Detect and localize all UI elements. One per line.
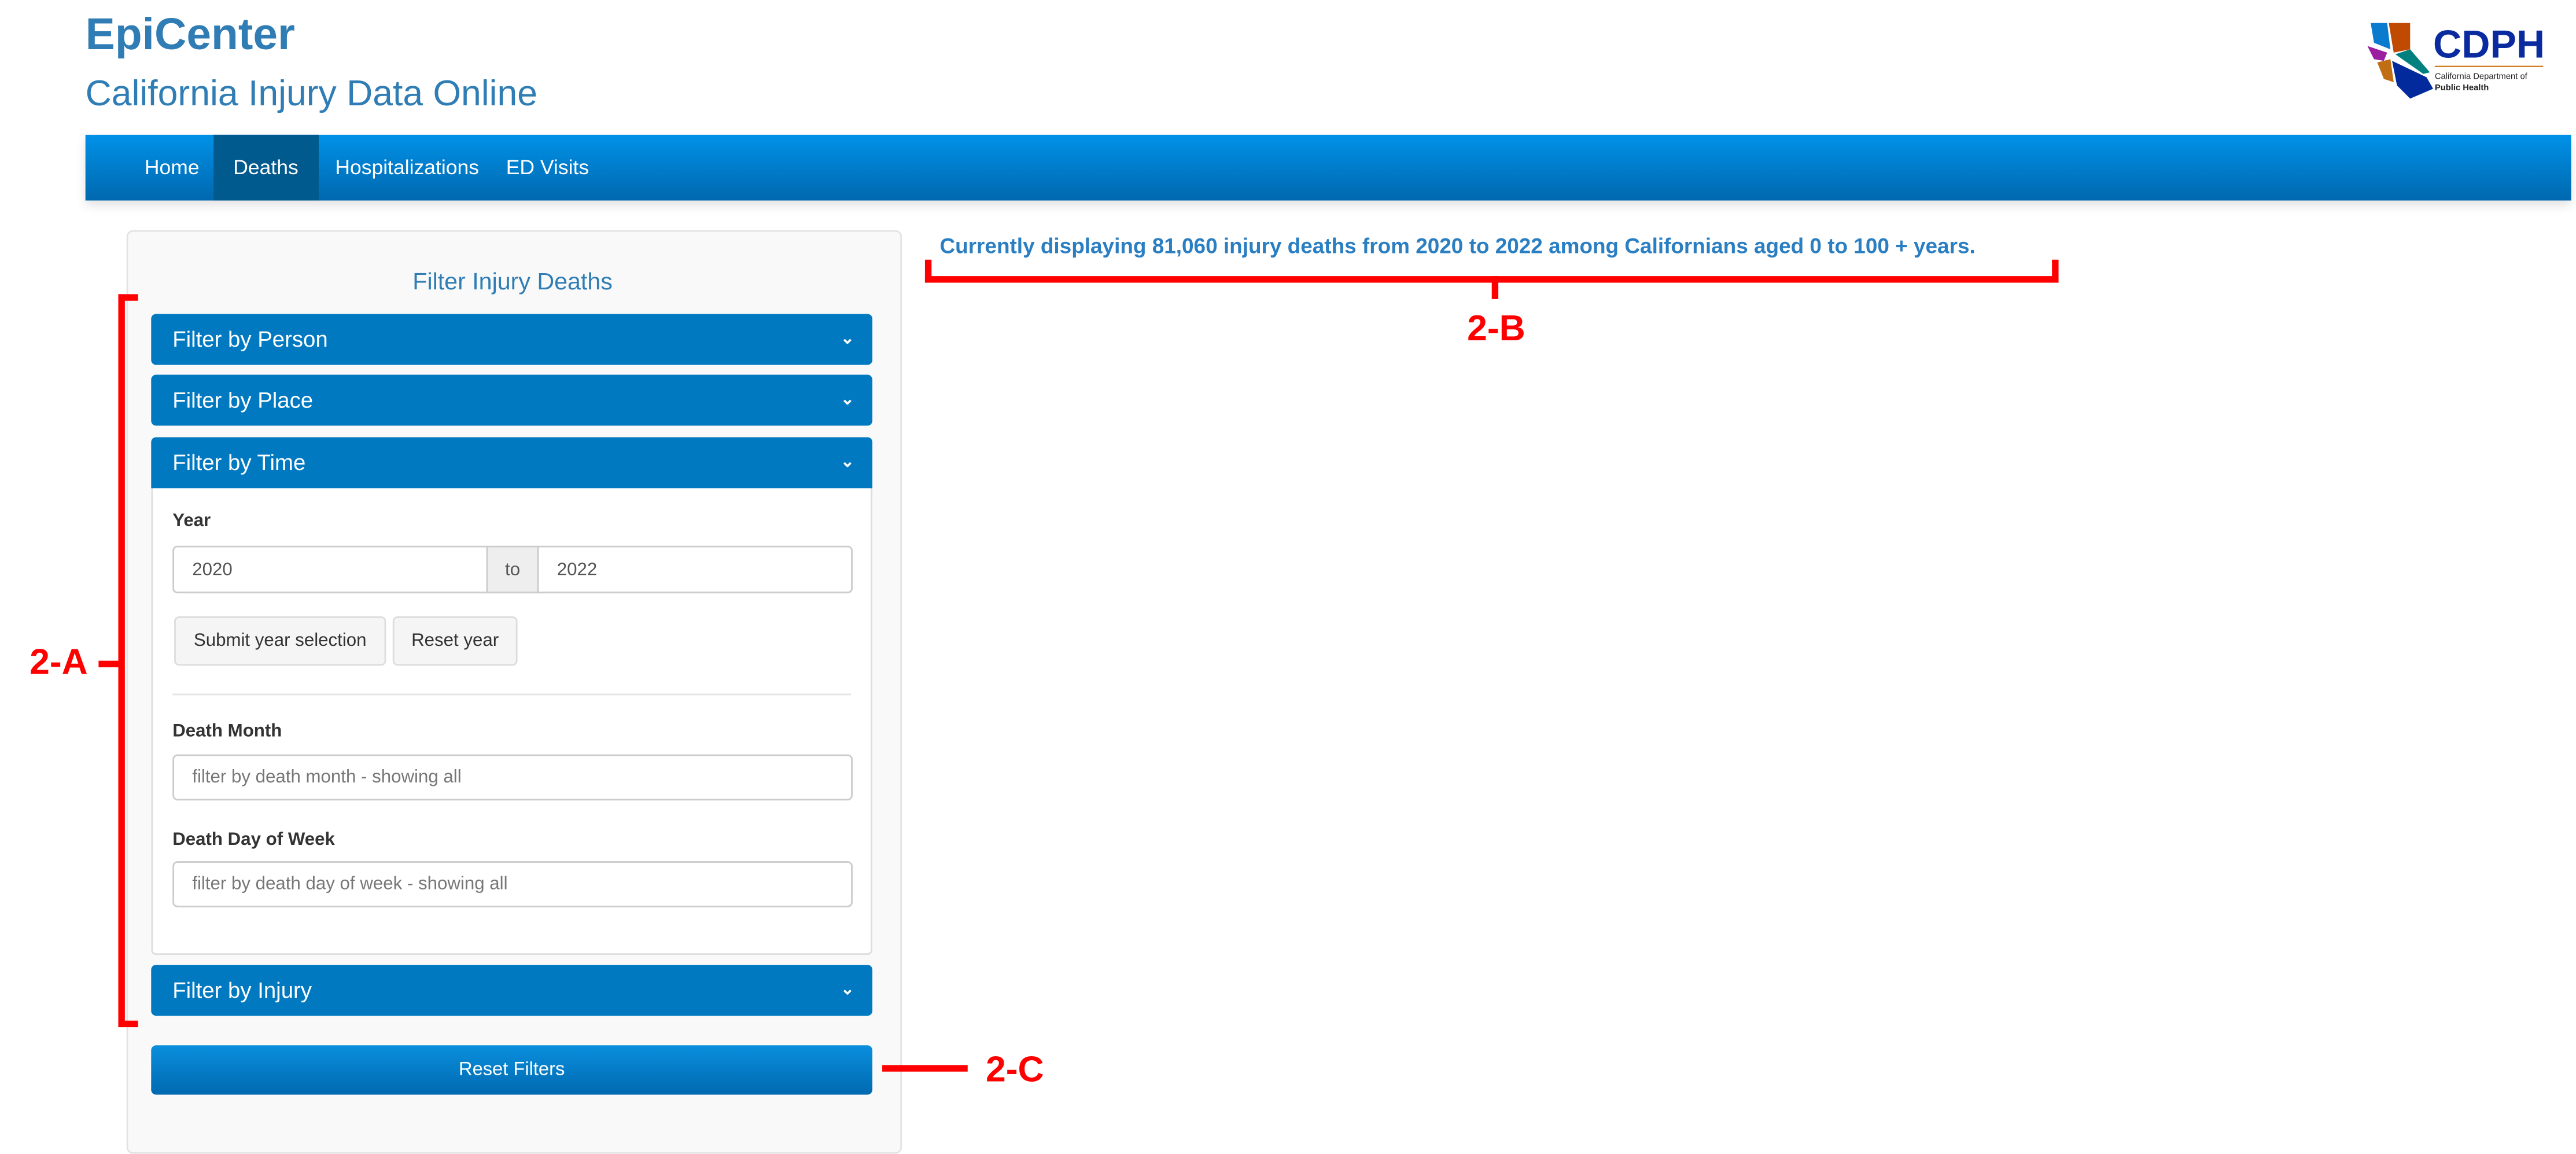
death-day-of-week-label: Death Day of Week <box>172 830 335 850</box>
chevron-down-icon: ⌄ <box>840 981 854 999</box>
reset-filters-button[interactable]: Reset Filters <box>151 1045 873 1095</box>
nav-home[interactable]: Home <box>144 156 200 179</box>
filter-by-injury-toggle[interactable]: Filter by Injury ⌄ <box>151 965 873 1016</box>
filter-by-place-toggle[interactable]: Filter by Place ⌄ <box>151 374 873 426</box>
year-range-to-addon: to <box>486 545 539 594</box>
app-subtitle: California Injury Data Online <box>85 72 538 113</box>
year-from-input[interactable]: 2020 <box>172 545 488 594</box>
annotation-line-2c <box>882 1065 968 1072</box>
nav-hospitalizations[interactable]: Hospitalizations <box>335 156 479 179</box>
divider <box>172 693 852 696</box>
filter-panel-title: Filter Injury Deaths <box>412 269 613 296</box>
chevron-down-icon: ⌄ <box>840 391 854 410</box>
annotation-label-2a: 2-A <box>30 641 88 682</box>
death-month-label: Death Month <box>172 721 282 741</box>
annotation-label-2c: 2-C <box>986 1048 1044 1090</box>
status-text: Currently displaying 81,060 injury death… <box>939 233 1976 258</box>
main-navbar: Home Deaths Hospitalizations ED Visits <box>85 134 2571 201</box>
app-title: EpiCenter <box>85 10 295 60</box>
nav-deaths[interactable]: Deaths <box>213 134 318 201</box>
cdph-logo: CDPH California Department of Public Hea… <box>2361 16 2545 102</box>
year-to-input[interactable]: 2022 <box>537 545 853 594</box>
reset-year-button[interactable]: Reset year <box>392 616 518 666</box>
filter-by-person-toggle[interactable]: Filter by Person ⌄ <box>151 314 873 365</box>
submit-year-button[interactable]: Submit year selection <box>174 616 386 666</box>
svg-text:CDPH: CDPH <box>2433 22 2545 66</box>
chevron-down-icon: ⌄ <box>840 453 854 472</box>
death-day-of-week-input[interactable]: filter by death day of week - showing al… <box>172 861 853 907</box>
section-label: Filter by Injury <box>172 977 312 1003</box>
section-label: Filter by Time <box>172 450 306 475</box>
section-label: Filter by Place <box>172 388 314 413</box>
section-label: Filter by Person <box>172 327 328 352</box>
nav-ed-visits[interactable]: ED Visits <box>506 156 589 179</box>
filter-by-time-toggle[interactable]: Filter by Time ⌄ <box>151 437 873 488</box>
svg-text:Public Health: Public Health <box>2435 83 2489 93</box>
svg-text:California Department of: California Department of <box>2435 72 2528 81</box>
chevron-down-icon: ⌄ <box>840 330 854 349</box>
year-label: Year <box>172 511 211 531</box>
annotation-label-2b: 2-B <box>1467 307 1525 349</box>
death-month-input[interactable]: filter by death month - showing all <box>172 754 853 801</box>
